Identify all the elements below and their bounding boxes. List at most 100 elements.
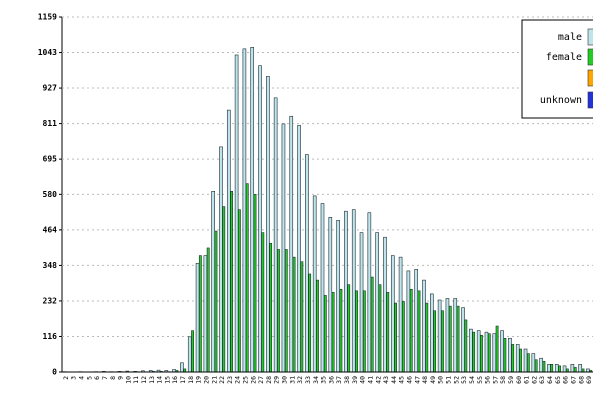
x-tick-label: 62 xyxy=(530,376,538,384)
x-tick-label: 40 xyxy=(359,376,367,384)
bar xyxy=(198,255,202,373)
y-tick-label: 1043 xyxy=(38,48,57,57)
bar xyxy=(453,298,458,373)
x-tick-label: 6 xyxy=(93,376,101,380)
x-tick-label: 26 xyxy=(249,376,257,384)
bar xyxy=(495,325,499,373)
x-tick-label: 69 xyxy=(585,376,593,384)
bar xyxy=(370,276,374,373)
x-tick-label: 14 xyxy=(156,376,164,384)
bar xyxy=(187,336,192,373)
bar xyxy=(534,359,538,373)
x-tick-label: 4 xyxy=(78,376,86,380)
bar xyxy=(195,262,200,373)
x-tick-label: 58 xyxy=(499,376,507,384)
bar xyxy=(206,247,210,373)
bar xyxy=(480,334,483,373)
x-tick-label: 49 xyxy=(429,376,437,384)
y-tick-label: 695 xyxy=(43,155,58,164)
bar xyxy=(441,310,444,373)
x-tick-label: 60 xyxy=(515,376,523,384)
bar xyxy=(523,348,528,373)
bar xyxy=(250,47,255,373)
bar xyxy=(573,367,577,373)
x-tick-label: 33 xyxy=(304,376,312,384)
y-tick-label: 464 xyxy=(43,225,58,234)
y-tick-label: 232 xyxy=(43,296,58,305)
bar xyxy=(430,293,434,373)
y-tick-label: 1159 xyxy=(38,13,57,22)
bar xyxy=(237,209,241,373)
x-tick-label: 11 xyxy=(132,376,140,384)
y-tick-label: 580 xyxy=(43,190,58,199)
x-tick-label: 47 xyxy=(413,376,421,384)
bar xyxy=(355,290,358,373)
bar xyxy=(300,261,304,373)
bar xyxy=(461,307,465,373)
bar xyxy=(297,125,301,373)
bar xyxy=(351,209,356,373)
x-tick-label: 17 xyxy=(179,376,187,384)
bar xyxy=(269,243,273,373)
bar xyxy=(422,279,426,373)
bar xyxy=(203,255,208,373)
bar xyxy=(191,330,194,373)
x-tick-label: 54 xyxy=(468,376,476,384)
bar xyxy=(328,217,333,373)
bar xyxy=(386,292,390,373)
bar xyxy=(336,220,340,373)
x-tick-label: 20 xyxy=(202,376,210,384)
bar xyxy=(519,348,522,373)
bar xyxy=(406,270,411,373)
x-tick-label: 41 xyxy=(366,376,374,384)
bar xyxy=(308,273,312,373)
bar xyxy=(414,269,419,373)
bar xyxy=(398,256,403,373)
bar xyxy=(409,288,413,373)
bar xyxy=(578,364,582,373)
x-tick-label: 18 xyxy=(187,376,195,384)
x-tick-label: 16 xyxy=(171,376,179,384)
bar xyxy=(437,299,442,373)
legend-label: male xyxy=(558,32,582,43)
bar xyxy=(320,203,325,373)
x-tick-label: 39 xyxy=(351,376,359,384)
bar xyxy=(378,284,382,373)
x-tick-label: 37 xyxy=(335,376,343,384)
legend-box xyxy=(521,19,593,119)
x-tick-label: 30 xyxy=(281,376,289,384)
bar xyxy=(464,319,468,373)
y-tick-label: 116 xyxy=(43,332,58,341)
x-tick-label: 38 xyxy=(343,376,351,384)
bar xyxy=(570,364,575,373)
bar xyxy=(500,330,504,373)
x-tick-label: 68 xyxy=(577,376,585,384)
bar xyxy=(273,97,278,373)
x-tick-label: 22 xyxy=(218,376,226,384)
legend-swatch xyxy=(587,28,593,46)
y-tick-label: 927 xyxy=(43,84,58,93)
bar xyxy=(266,76,270,373)
bar xyxy=(456,305,460,373)
bar xyxy=(542,360,546,373)
y-tick-label: 811 xyxy=(43,119,58,128)
bar xyxy=(390,255,395,373)
x-tick-label: 46 xyxy=(405,376,413,384)
bar xyxy=(433,310,437,373)
x-tick-label: 36 xyxy=(327,376,335,384)
bar xyxy=(401,301,405,373)
bar xyxy=(339,288,343,373)
bar xyxy=(476,330,481,373)
x-tick-label: 66 xyxy=(562,376,570,384)
x-tick-label: 34 xyxy=(312,376,320,384)
bar xyxy=(234,54,239,373)
bar xyxy=(508,338,512,373)
x-tick-label: 21 xyxy=(210,376,218,384)
bar xyxy=(539,357,543,373)
bar xyxy=(484,331,489,373)
bar xyxy=(448,305,452,373)
x-tick-label: 35 xyxy=(320,376,328,384)
bar xyxy=(515,344,520,373)
x-tick-label: 59 xyxy=(507,376,515,384)
